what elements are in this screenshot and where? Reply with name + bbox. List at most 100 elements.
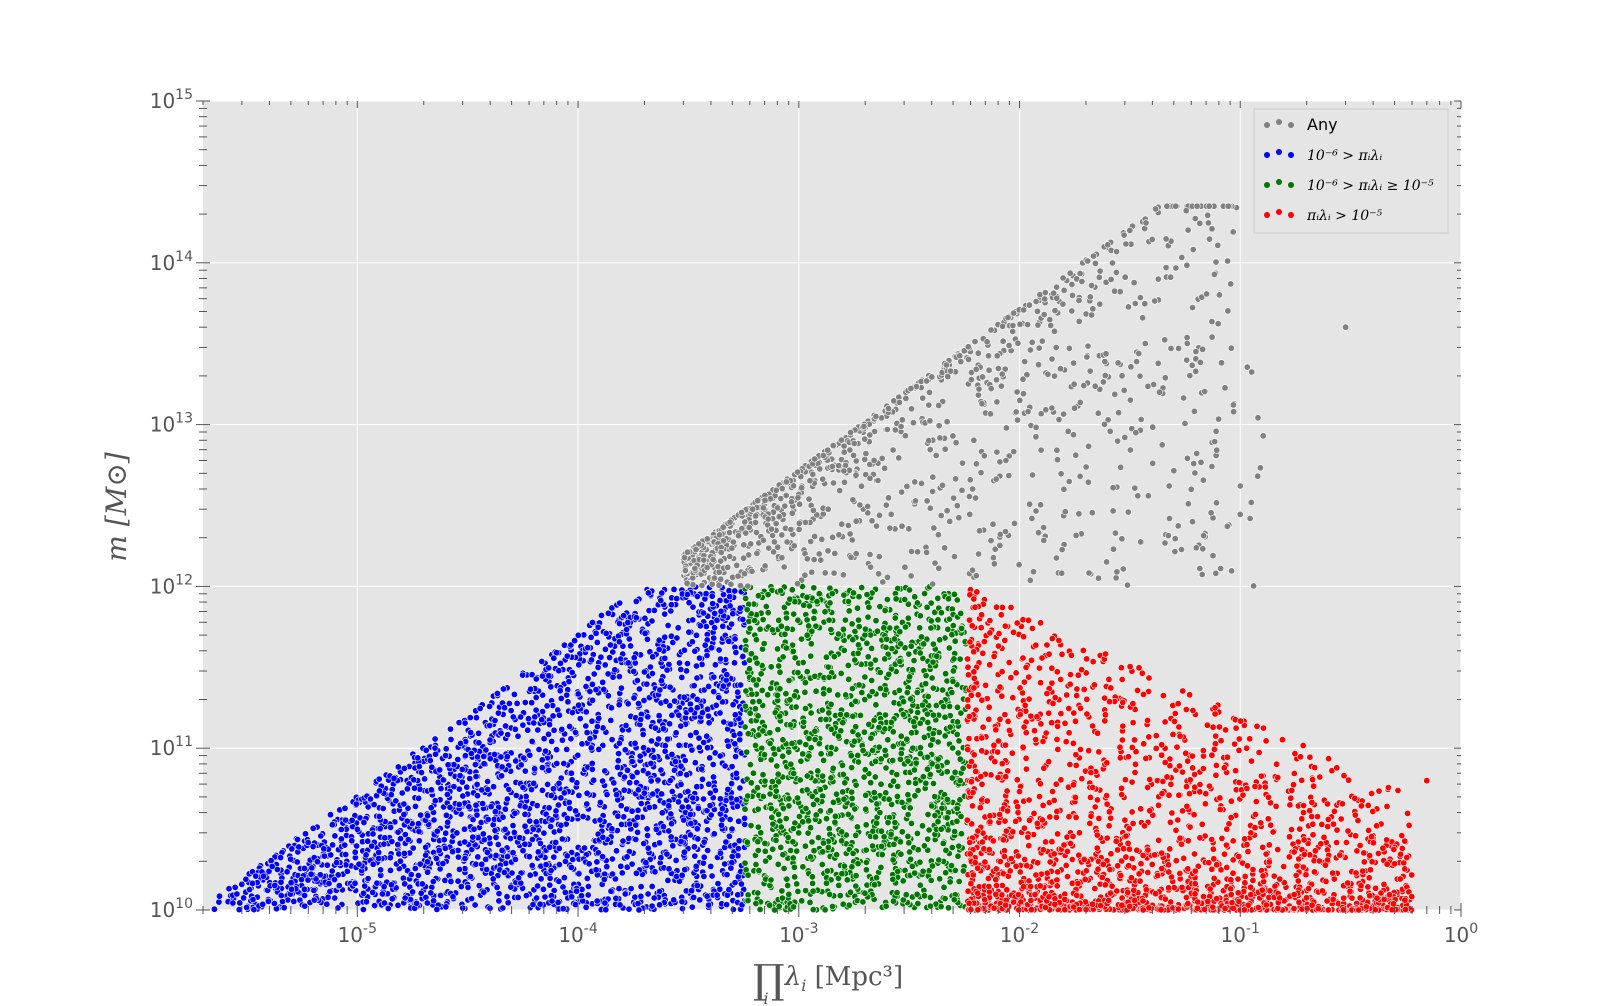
green-point	[943, 758, 951, 766]
blue-point	[614, 812, 622, 820]
blue-point	[502, 722, 510, 730]
blue-point	[449, 893, 457, 901]
blue-point	[734, 891, 742, 899]
green-point	[827, 700, 835, 708]
green-point	[852, 781, 860, 789]
green-point	[803, 668, 811, 676]
blue-point	[643, 680, 651, 688]
blue-point	[628, 807, 636, 815]
green-point	[800, 601, 808, 609]
blue-point	[531, 713, 539, 721]
blue-point	[632, 614, 640, 622]
blue-point	[615, 673, 623, 681]
green-point	[937, 903, 945, 911]
blue-point	[421, 775, 429, 783]
blue-point	[375, 848, 383, 856]
blue-point	[737, 880, 745, 888]
blue-point	[707, 862, 715, 870]
blue-point	[617, 684, 625, 692]
green-point	[787, 846, 795, 854]
blue-point	[404, 836, 412, 844]
blue-point	[615, 620, 623, 628]
blue-point	[615, 739, 623, 747]
red-point	[1049, 787, 1057, 795]
green-point	[911, 792, 919, 800]
blue-point	[613, 791, 621, 799]
green-point	[870, 789, 878, 797]
blue-point	[692, 729, 700, 737]
blue-point	[540, 829, 548, 837]
blue-point	[731, 635, 739, 643]
blue-point	[713, 891, 721, 899]
green-point	[878, 842, 886, 850]
green-point	[939, 839, 947, 847]
blue-point	[341, 841, 349, 849]
green-point	[852, 831, 860, 839]
green-point	[774, 770, 782, 778]
blue-point	[584, 644, 592, 652]
blue-point	[655, 636, 663, 644]
blue-point	[246, 886, 254, 894]
blue-point	[550, 726, 558, 734]
green-point	[764, 691, 772, 699]
green-point	[949, 622, 957, 630]
green-point	[741, 805, 749, 813]
green-point	[946, 702, 954, 710]
red-point	[1372, 884, 1380, 892]
blue-point	[536, 839, 544, 847]
green-point	[953, 730, 961, 738]
green-point	[854, 758, 862, 766]
green-point	[882, 643, 890, 651]
blue-point	[499, 685, 507, 693]
green-point	[894, 782, 902, 790]
red-point	[998, 603, 1006, 611]
green-point	[947, 862, 955, 870]
green-point	[927, 741, 935, 749]
blue-point	[656, 901, 664, 909]
blue-point	[380, 883, 388, 891]
green-point	[918, 701, 926, 709]
blue-point	[447, 735, 455, 743]
green-point	[806, 898, 814, 906]
blue-point	[466, 775, 474, 783]
blue-point	[604, 692, 612, 700]
blue-point	[616, 901, 624, 909]
blue-point	[700, 838, 708, 846]
green-point	[865, 720, 873, 728]
green-point	[877, 863, 885, 871]
blue-point	[235, 906, 243, 914]
blue-point	[707, 644, 715, 652]
green-point	[777, 622, 785, 630]
blue-point	[723, 671, 731, 679]
blue-point	[603, 791, 611, 799]
green-point	[931, 812, 939, 820]
green-point	[785, 890, 793, 898]
blue-point	[478, 786, 486, 794]
green-point	[950, 655, 958, 663]
red-point	[1069, 739, 1077, 747]
blue-point	[510, 690, 518, 698]
blue-point	[668, 820, 676, 828]
green-point	[911, 593, 919, 601]
blue-point	[677, 837, 685, 845]
blue-point	[667, 810, 675, 818]
blue-point	[617, 802, 625, 810]
blue-point	[690, 893, 698, 901]
blue-point	[484, 815, 492, 823]
blue-point	[444, 761, 452, 769]
green-point	[864, 613, 872, 621]
green-point	[953, 703, 961, 711]
blue-point	[702, 590, 710, 598]
green-point	[912, 759, 920, 767]
blue-point	[614, 632, 622, 640]
blue-point	[621, 773, 629, 781]
blue-point	[631, 893, 639, 901]
green-point	[805, 622, 813, 630]
blue-point	[472, 772, 480, 780]
blue-point	[628, 860, 636, 868]
green-point	[889, 756, 897, 764]
red-point	[979, 723, 987, 731]
green-point	[834, 732, 842, 740]
blue-point	[555, 844, 563, 852]
red-point	[1057, 710, 1065, 718]
